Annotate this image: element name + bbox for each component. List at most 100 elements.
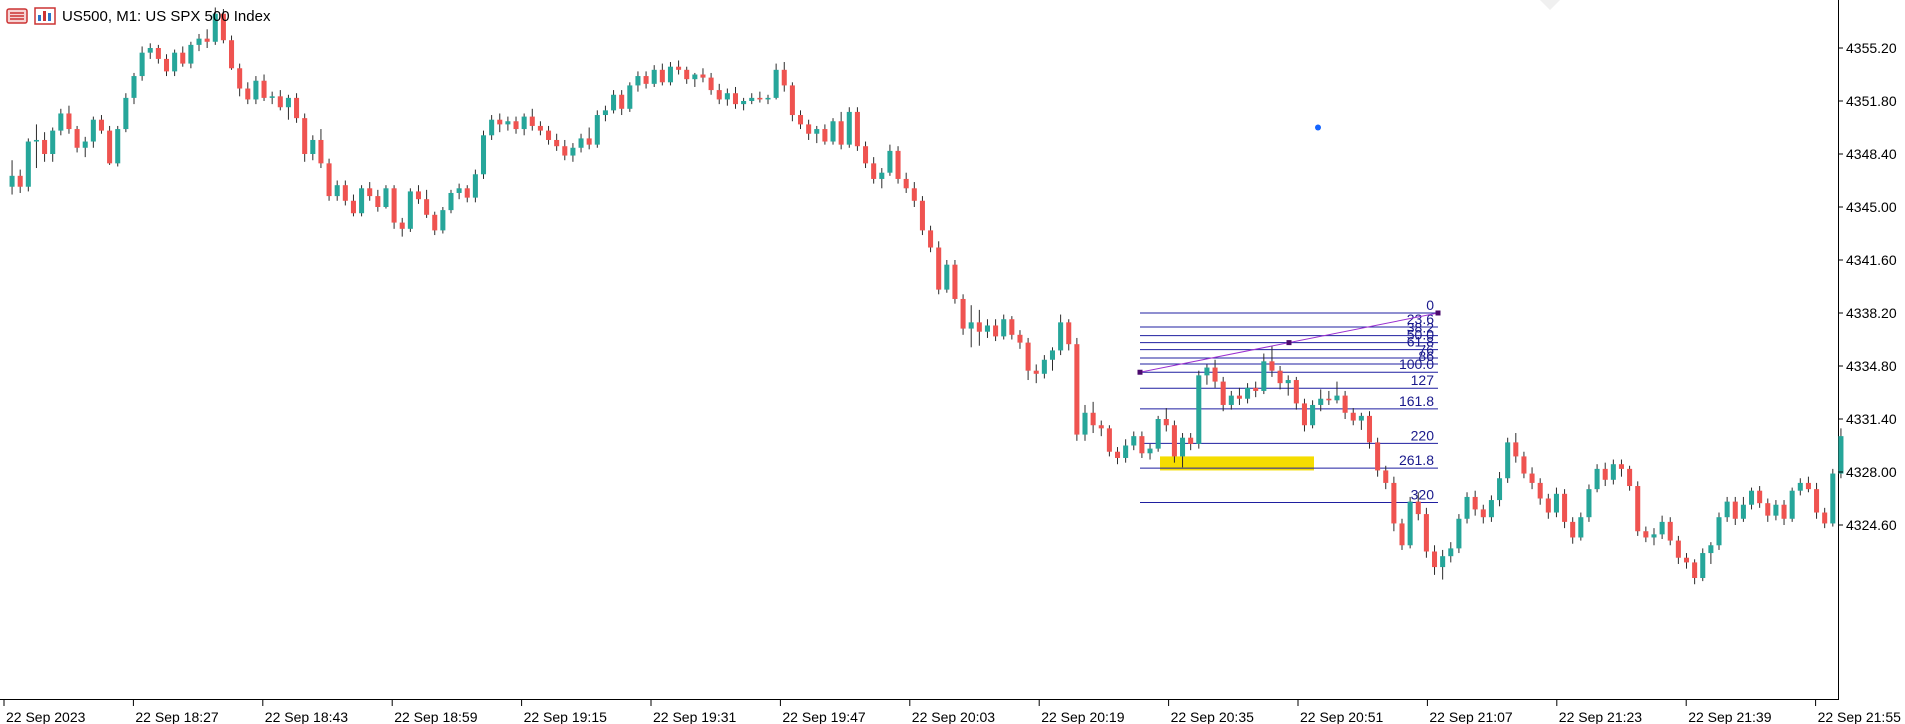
time-tick-label[interactable]: 22 Sep 20:35 [1171,709,1255,724]
candle-body [1342,395,1348,413]
trendline-start-handle[interactable] [1137,369,1143,375]
time-tick-label[interactable]: 22 Sep 18:59 [394,709,478,724]
candle [1261,353,1267,395]
candle [464,185,470,203]
candle-body [1667,521,1673,541]
trendline-layer[interactable] [1137,310,1441,375]
price-tick-label[interactable]: 4345.00 [1846,199,1897,215]
candle-body [342,185,348,201]
candle-body [1090,412,1096,426]
candle-body [757,97,763,100]
candle [822,124,828,145]
fibonacci-layer[interactable]: 023.638.250.061.87686100.0127161.8220261… [1140,297,1438,504]
candle-body [1740,504,1746,519]
time-tick-label[interactable]: 22 Sep 20:51 [1300,709,1384,724]
time-tick-label[interactable]: 22 Sep 19:47 [782,709,866,724]
time-axis[interactable]: 22 Sep 2023 22 Sep 18:27 22 Sep 18:43 22 Se… [3,700,1902,724]
candle [285,94,291,120]
price-tick-label[interactable]: 4324.60 [1846,517,1897,533]
price-tick-label[interactable]: 4351.80 [1846,93,1897,109]
candle [172,49,178,77]
time-tick-label[interactable]: 22 Sep 20:03 [912,709,996,724]
time-tick-label[interactable]: 22 Sep 21:07 [1429,709,1513,724]
candle [903,172,909,193]
price-tick-label[interactable]: 4334.80 [1846,358,1897,374]
candle [1643,526,1649,543]
trendline-mid-handle[interactable] [1286,340,1292,346]
candle [432,211,438,236]
candle-body [497,119,503,125]
candle [294,93,300,123]
candle-body [123,97,129,130]
candle-body [407,191,413,229]
candle-body [180,52,186,64]
candle-body [383,188,389,207]
chart-menu-icon[interactable] [6,7,28,25]
candle-body [375,196,381,207]
candle [1399,518,1405,550]
candle-body [1009,319,1015,335]
candle-body [1497,478,1503,501]
candle [1269,345,1275,377]
candle [976,309,982,346]
candle-body [708,77,714,91]
support-highlight [1160,456,1314,471]
candle [578,133,584,153]
candle-body [489,119,495,136]
candle [1456,514,1462,554]
candle [245,82,251,105]
time-tick-label[interactable]: 22 Sep 20:19 [1041,709,1125,724]
time-tick-label[interactable]: 22 Sep 19:15 [524,709,608,724]
price-tick-label[interactable]: 4328.00 [1846,464,1897,480]
candle [33,124,39,169]
price-tick-label[interactable]: 4338.20 [1846,305,1897,321]
candle-body [781,69,787,86]
candle-body [58,113,64,131]
candle-body [310,139,316,154]
time-tick-label[interactable]: 22 Sep 21:39 [1688,709,1772,724]
candle-body [1285,380,1291,384]
candle-body [1749,490,1755,505]
candle-body [285,97,291,108]
time-tick-label[interactable]: 22 Sep 19:31 [653,709,737,724]
candle [676,60,682,75]
time-tick-label[interactable]: 22 Sep 21:23 [1559,709,1643,724]
time-tick-label[interactable]: 22 Sep 21:55 [1818,709,1902,724]
candle [968,305,974,348]
price-tick-label[interactable]: 4348.40 [1846,146,1897,162]
candle-body [1228,395,1234,405]
candle-body [537,125,543,131]
candle-body [1066,322,1072,345]
candle [334,180,340,201]
candle [391,185,397,229]
candle-body [749,97,755,101]
candle-body [952,264,958,299]
candle [611,90,617,114]
candle-body [586,138,592,145]
price-tick-label[interactable]: 4341.60 [1846,252,1897,268]
candle-body [611,94,617,111]
candle [359,185,365,217]
candle [1464,492,1470,524]
candle [1773,500,1779,521]
time-tick-label[interactable]: 22 Sep 18:43 [265,709,349,724]
chart-window-icon[interactable] [34,7,56,25]
time-tick-label[interactable]: 22 Sep 18:27 [135,709,219,724]
candle [1488,495,1494,522]
candle [107,125,113,165]
candle [115,125,121,167]
price-axis[interactable]: 4355.20 4351.80 4348.40 4345.00 4341.60 4338.… [1838,40,1897,533]
time-tick-label[interactable]: 22 Sep 2023 [6,709,86,724]
price-tick-label[interactable]: 4331.40 [1846,411,1897,427]
candle-body [1253,387,1259,391]
candle [1342,390,1348,419]
candle-body [1448,548,1454,557]
candle [1675,535,1681,564]
candle [854,107,860,151]
trendline-end-handle[interactable] [1435,310,1441,316]
candle-body [1106,428,1112,452]
candle [180,46,186,67]
price-tick-label[interactable]: 4355.20 [1846,40,1897,56]
